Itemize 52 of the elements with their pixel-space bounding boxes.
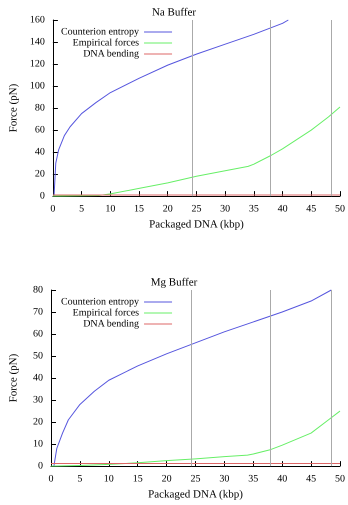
y-tick-label: 0 [38, 460, 43, 472]
x-tick-label: 0 [48, 474, 54, 485]
legend-label: Empirical forces [72, 38, 140, 48]
x-tick-label: 20 [162, 204, 173, 215]
y-tick-label: 30 [33, 394, 43, 406]
legend-label: DNA bending [83, 318, 140, 330]
y-tick-label: 120 [30, 58, 45, 70]
y-tick-label: 70 [33, 306, 43, 318]
y-tick-label: 140 [30, 36, 45, 48]
y-tick-label: 100 [30, 80, 45, 92]
y-tick-label: 20 [33, 416, 43, 428]
x-axis-title: Packaged DNA (kbp) [148, 488, 244, 500]
x-tick-label: 10 [104, 474, 114, 485]
y-tick-label: 20 [34, 168, 45, 180]
legend-label: Counterion entropy [60, 26, 140, 38]
y-tick-label: 60 [34, 124, 45, 136]
x-tick-label: 15 [134, 204, 144, 215]
y-tick-label: 10 [33, 438, 43, 450]
y-tick-label: 60 [33, 328, 43, 340]
y-tick-label: 80 [33, 284, 43, 296]
x-tick-label: 5 [77, 474, 82, 485]
y-tick-label: 40 [33, 372, 43, 384]
legend-label: Empirical forces [72, 308, 140, 318]
x-tick-label: 40 [278, 204, 288, 215]
x-tick-label: 30 [219, 474, 230, 485]
x-tick-label: 10 [105, 204, 116, 215]
x-axis-title: Packaged DNA (kbp) [149, 218, 244, 230]
y-tick-label: 50 [33, 350, 43, 362]
x-tick-label: 50 [335, 474, 345, 485]
x-tick-label: 35 [248, 474, 258, 485]
chart-title: Mg Buffer [150, 276, 198, 288]
x-tick-label: 5 [79, 204, 84, 215]
x-tick-label: 15 [132, 474, 143, 485]
y-axis-title: Force (pN) [8, 83, 20, 132]
y-axis-title: Force (pN) [8, 353, 20, 402]
x-tick-label: 30 [220, 204, 230, 215]
chart-title: Na Buffer [152, 6, 196, 18]
x-tick-label: 35 [248, 204, 259, 215]
legend-label: Counterion entropy [60, 296, 140, 308]
y-tick-label: 40 [34, 146, 45, 158]
y-tick-label: 80 [34, 102, 45, 114]
x-tick-label: 45 [306, 204, 316, 215]
x-tick-label: 25 [190, 474, 200, 485]
x-tick-label: 45 [306, 474, 316, 485]
legend-label: DNA bending [83, 48, 140, 60]
x-tick-label: 40 [277, 474, 288, 485]
y-tick-label: 160 [30, 14, 45, 26]
x-tick-label: 0 [50, 204, 56, 215]
x-tick-label: 20 [162, 474, 172, 485]
x-tick-label: 25 [191, 204, 202, 215]
x-tick-label: 50 [335, 204, 345, 215]
y-tick-label: 0 [40, 190, 45, 202]
